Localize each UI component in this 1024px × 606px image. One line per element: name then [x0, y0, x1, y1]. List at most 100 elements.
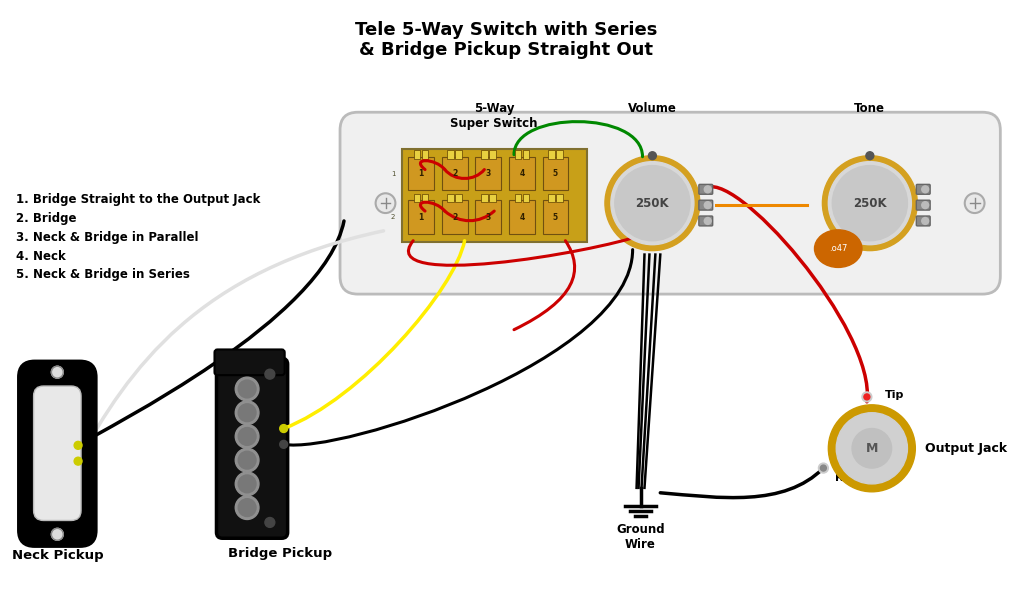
Text: 1: 1 [419, 213, 424, 222]
Text: Tip: Tip [885, 390, 904, 400]
Circle shape [822, 156, 918, 251]
Text: 2: 2 [452, 213, 458, 222]
Text: 3: 3 [485, 169, 490, 178]
FancyBboxPatch shape [475, 157, 501, 190]
Circle shape [862, 392, 871, 402]
FancyBboxPatch shape [409, 200, 434, 234]
Text: 250K: 250K [636, 197, 670, 210]
Ellipse shape [814, 230, 862, 267]
Circle shape [280, 441, 288, 448]
FancyBboxPatch shape [548, 150, 555, 159]
Circle shape [51, 528, 63, 540]
Text: 2: 2 [391, 214, 395, 220]
Circle shape [239, 451, 256, 469]
Circle shape [280, 425, 288, 433]
Circle shape [705, 202, 712, 208]
FancyBboxPatch shape [509, 157, 535, 190]
Text: Super Switch: Super Switch [451, 117, 538, 130]
Circle shape [705, 218, 712, 224]
FancyBboxPatch shape [522, 150, 529, 159]
Circle shape [239, 404, 256, 422]
FancyBboxPatch shape [216, 358, 288, 538]
Circle shape [605, 156, 699, 251]
FancyBboxPatch shape [698, 200, 713, 210]
Circle shape [922, 218, 929, 224]
FancyBboxPatch shape [556, 150, 563, 159]
FancyBboxPatch shape [414, 150, 421, 159]
FancyBboxPatch shape [340, 112, 1000, 294]
Text: 4: 4 [519, 169, 524, 178]
Circle shape [74, 457, 82, 465]
Text: .ο47: .ο47 [829, 244, 848, 253]
Circle shape [828, 162, 911, 245]
FancyBboxPatch shape [522, 194, 529, 202]
Text: 5. Neck & Bridge in Series: 5. Neck & Bridge in Series [15, 268, 189, 281]
Circle shape [852, 428, 892, 468]
Circle shape [236, 448, 259, 472]
Circle shape [239, 428, 256, 445]
Text: Neck Pickup: Neck Pickup [11, 549, 103, 562]
Text: Output Jack: Output Jack [926, 442, 1008, 455]
FancyBboxPatch shape [441, 200, 468, 234]
FancyBboxPatch shape [18, 361, 96, 546]
Text: 5-Way: 5-Way [474, 102, 514, 115]
Circle shape [837, 413, 907, 484]
Circle shape [922, 186, 929, 193]
Text: Tele 5-Way Switch with Series: Tele 5-Way Switch with Series [355, 21, 657, 39]
Circle shape [376, 193, 395, 213]
Circle shape [239, 499, 256, 516]
Circle shape [239, 475, 256, 493]
Circle shape [611, 162, 694, 245]
Text: & Bridge Pickup Straight Out: & Bridge Pickup Straight Out [359, 41, 653, 59]
Circle shape [236, 425, 259, 448]
Circle shape [236, 496, 259, 519]
Text: 2. Bridge: 2. Bridge [15, 212, 77, 225]
FancyBboxPatch shape [422, 194, 428, 202]
Circle shape [922, 202, 929, 208]
FancyBboxPatch shape [447, 150, 454, 159]
FancyBboxPatch shape [548, 194, 555, 202]
FancyBboxPatch shape [509, 200, 535, 234]
Circle shape [828, 405, 915, 492]
Text: 250K: 250K [853, 197, 887, 210]
FancyBboxPatch shape [441, 157, 468, 190]
Circle shape [265, 518, 274, 527]
Circle shape [74, 441, 82, 449]
FancyBboxPatch shape [456, 194, 462, 202]
Circle shape [236, 401, 259, 425]
FancyBboxPatch shape [698, 216, 713, 226]
FancyBboxPatch shape [414, 194, 421, 202]
FancyBboxPatch shape [515, 194, 521, 202]
FancyBboxPatch shape [409, 157, 434, 190]
FancyBboxPatch shape [422, 150, 428, 159]
Text: 4. Neck: 4. Neck [15, 250, 66, 262]
Text: Volume: Volume [628, 102, 677, 115]
Circle shape [820, 465, 826, 471]
FancyBboxPatch shape [543, 157, 568, 190]
Circle shape [236, 377, 259, 401]
Circle shape [265, 369, 274, 379]
Text: 1. Bridge Straight to the Output Jack: 1. Bridge Straight to the Output Jack [15, 193, 260, 206]
Circle shape [239, 380, 256, 398]
FancyBboxPatch shape [698, 184, 713, 195]
FancyBboxPatch shape [402, 149, 587, 242]
Circle shape [866, 152, 873, 159]
Circle shape [705, 186, 712, 193]
Text: 3. Neck & Bridge in Parallel: 3. Neck & Bridge in Parallel [15, 231, 199, 244]
FancyBboxPatch shape [916, 184, 930, 195]
Circle shape [833, 165, 907, 241]
Circle shape [614, 165, 690, 241]
Text: 5: 5 [553, 169, 558, 178]
Text: Ground
Wire: Ground Wire [616, 524, 665, 551]
Text: Ring: Ring [836, 473, 863, 483]
Text: 3: 3 [485, 213, 490, 222]
Circle shape [648, 152, 656, 159]
Text: Bridge Pickup: Bridge Pickup [227, 547, 332, 560]
FancyBboxPatch shape [481, 194, 487, 202]
Text: 5: 5 [553, 213, 558, 222]
FancyBboxPatch shape [489, 150, 496, 159]
Text: 2: 2 [452, 169, 458, 178]
FancyBboxPatch shape [916, 200, 930, 210]
Circle shape [51, 366, 63, 378]
Text: 1: 1 [391, 170, 395, 176]
